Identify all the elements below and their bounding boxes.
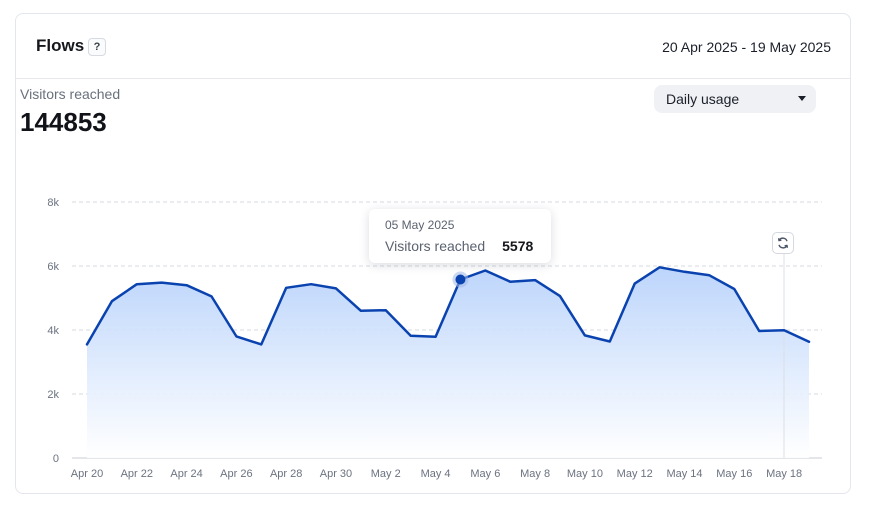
refresh-icon: [777, 237, 789, 249]
x-tick-label: May 12: [617, 468, 653, 480]
x-tick-label: May 2: [371, 468, 401, 480]
data-point[interactable]: [482, 267, 488, 273]
date-range[interactable]: 20 Apr 2025 - 19 May 2025: [662, 39, 831, 55]
y-tick-label: 4k: [47, 325, 59, 337]
data-point[interactable]: [756, 328, 762, 334]
x-tick-label: Apr 24: [170, 468, 202, 480]
usage-select-value: Daily usage: [666, 91, 740, 107]
x-tick-label: May 8: [520, 468, 550, 480]
tooltip-date: 05 May 2025: [385, 218, 455, 232]
y-tick-label: 2k: [47, 389, 59, 401]
data-point[interactable]: [333, 285, 339, 291]
y-tick-label: 6k: [47, 261, 59, 273]
data-point[interactable]: [433, 334, 439, 340]
x-tick-label: May 6: [470, 468, 500, 480]
data-point[interactable]: [706, 272, 712, 278]
data-point[interactable]: [134, 281, 140, 287]
data-point[interactable]: [657, 264, 663, 270]
caret-down-icon: [798, 96, 806, 101]
tooltip-value: 5578: [502, 238, 534, 254]
data-point[interactable]: [308, 281, 314, 287]
x-tick-label: May 18: [766, 468, 802, 480]
x-tick-label: May 10: [567, 468, 603, 480]
x-tick-label: Apr 26: [220, 468, 252, 480]
data-point[interactable]: [682, 269, 688, 275]
data-point[interactable]: [507, 279, 513, 285]
data-point[interactable]: [731, 286, 737, 292]
series-line: [85, 266, 811, 346]
help-icon[interactable]: ?: [88, 38, 106, 56]
y-tick-label: 8k: [47, 197, 59, 209]
data-point[interactable]: [358, 308, 364, 314]
x-tick-label: Apr 20: [71, 468, 103, 480]
series-area: [87, 267, 809, 458]
data-point[interactable]: [159, 280, 165, 286]
tooltip-row: Visitors reached 5578: [385, 238, 535, 254]
tooltip-label: Visitors reached: [385, 238, 486, 254]
highlight-point[interactable]: [455, 274, 466, 285]
data-point[interactable]: [632, 281, 638, 287]
data-point[interactable]: [208, 293, 214, 299]
data-point[interactable]: [233, 333, 239, 339]
card-header: Flows ? 20 Apr 2025 - 19 May 2025: [16, 14, 850, 79]
x-tick-label: Apr 28: [270, 468, 302, 480]
x-tick-label: Apr 22: [121, 468, 153, 480]
card-title: Flows: [36, 36, 85, 55]
x-tick-label: May 4: [421, 468, 451, 480]
y-axis: 0 2k 4k 6k 8k: [47, 197, 59, 465]
data-point[interactable]: [383, 307, 389, 313]
y-tick-label: 0: [53, 453, 59, 465]
metric-label: Visitors reached: [20, 86, 121, 102]
x-tick-label: May 16: [716, 468, 752, 480]
data-point[interactable]: [84, 341, 90, 347]
data-point[interactable]: [258, 341, 264, 347]
chart-tooltip: 05 May 2025 Visitors reached 5578: [369, 209, 551, 263]
x-axis: Apr 20 Apr 22 Apr 24 Apr 26 Apr 28 Apr 30 May …: [71, 468, 802, 480]
data-point[interactable]: [582, 332, 588, 338]
data-point[interactable]: [557, 293, 563, 299]
data-point[interactable]: [781, 327, 787, 333]
data-point[interactable]: [184, 282, 190, 288]
data-point[interactable]: [283, 285, 289, 291]
data-point[interactable]: [532, 277, 538, 283]
data-point[interactable]: [408, 333, 414, 339]
usage-select[interactable]: Daily usage: [654, 85, 816, 113]
metric-value: 144853: [20, 107, 107, 137]
x-tick-label: Apr 30: [320, 468, 352, 480]
reset-zoom-button[interactable]: [772, 232, 794, 254]
x-tick-label: May 14: [666, 468, 702, 480]
data-point[interactable]: [806, 339, 812, 345]
data-point[interactable]: [607, 339, 613, 345]
data-point[interactable]: [109, 298, 115, 304]
